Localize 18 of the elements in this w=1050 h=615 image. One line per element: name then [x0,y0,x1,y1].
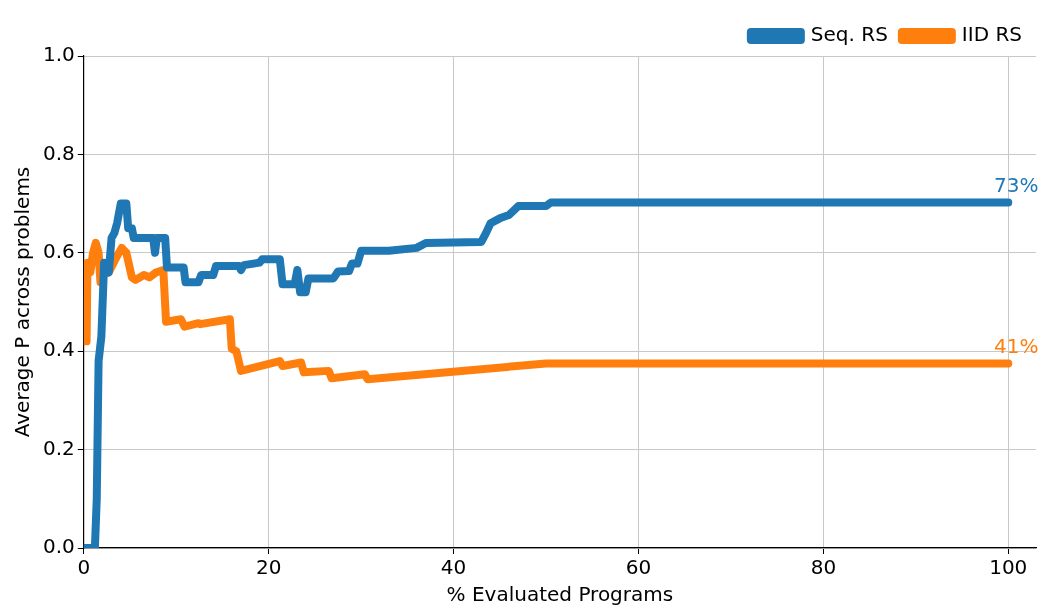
y-tick-label: 0.0 [42,534,75,559]
legend-label: IID RS [961,22,1023,47]
y-tick-label: 0.4 [42,337,75,362]
legend-label: Seq. RS [810,22,888,47]
y-axis-title: Average P across problems [10,166,35,438]
x-tick-label: 60 [625,555,652,580]
x-axis-title: % Evaluated Programs [446,582,674,607]
y-tick-label: 0.6 [42,239,75,263]
x-tick-label: 20 [255,555,282,580]
x-tick-label: 80 [810,555,837,580]
y-tick-label: 0.2 [42,435,75,460]
x-tick-label: 100 [989,555,1028,580]
y-tick-label: 0.8 [42,140,75,165]
annotation: 41% [994,333,1039,358]
annotation: 73% [994,172,1039,197]
x-tick-label: 0 [77,555,91,580]
y-tick-label: 1.0 [42,42,75,67]
x-tick-label: 40 [440,555,467,580]
